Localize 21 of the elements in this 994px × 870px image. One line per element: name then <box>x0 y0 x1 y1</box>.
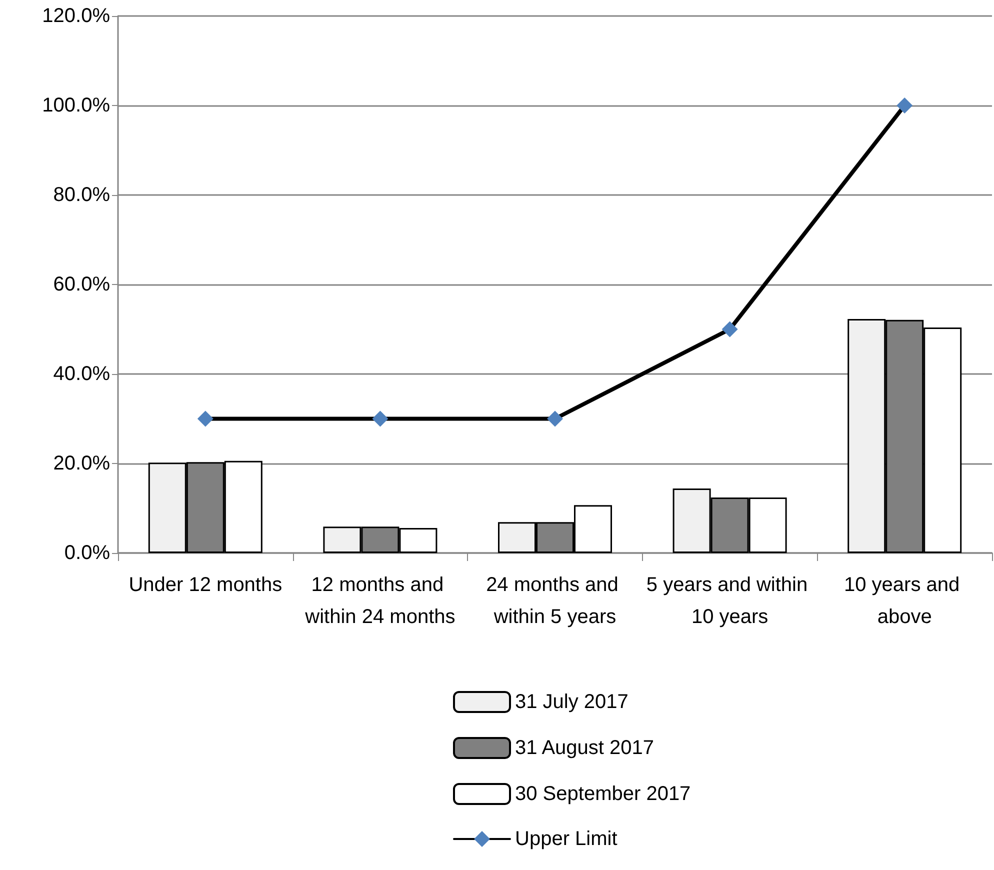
y-tick-label: 100.0% <box>42 94 110 116</box>
point <box>372 410 388 427</box>
y-tick-label: 20.0% <box>53 452 110 474</box>
y-tick-label: 40.0% <box>53 363 110 385</box>
x-tick-label: 5 years and within 10 years <box>646 574 814 628</box>
y-tick-label: 120.0% <box>42 5 110 27</box>
x-tick-label: 24 months and within 5 years <box>486 574 624 628</box>
point <box>197 410 214 427</box>
x-tick-label: 10 years and above <box>844 574 966 628</box>
legend-label: Upper Limit <box>515 828 618 850</box>
x-tick-label: 12 months and within 24 months <box>304 574 456 628</box>
legend-label: 31 August 2017 <box>515 737 654 759</box>
point <box>547 410 563 427</box>
y-tick-label: 80.0% <box>53 184 110 206</box>
legend-label: 30 September 2017 <box>515 783 691 805</box>
point <box>896 98 913 114</box>
x-tick-label: Under 12 months <box>128 574 282 596</box>
legend-label: 31 July 2017 <box>515 691 628 713</box>
point <box>722 321 738 338</box>
y-tick-label: 60.0% <box>53 274 110 296</box>
y-tick-label: 0.0% <box>64 542 110 564</box>
